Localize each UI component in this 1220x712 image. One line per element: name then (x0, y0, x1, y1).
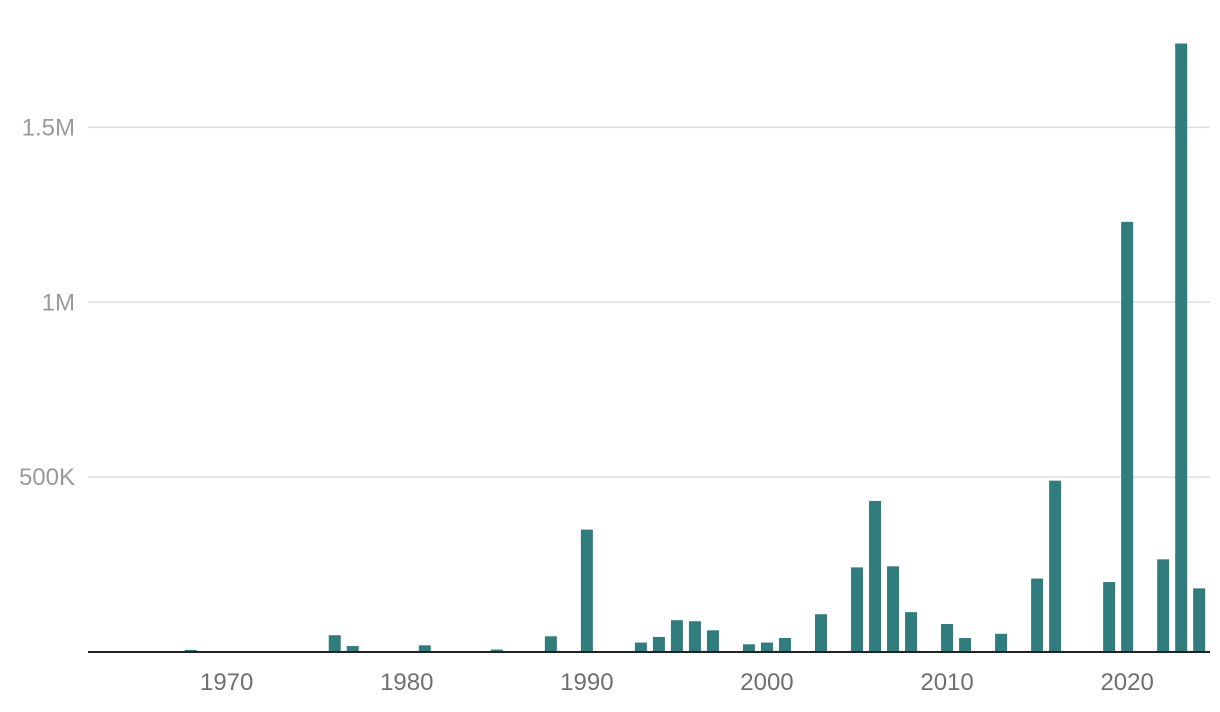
y-tick-label: 1M (42, 289, 75, 316)
bar-1997 (706, 630, 719, 652)
bar-2005 (851, 567, 864, 652)
bar-2019 (1103, 582, 1116, 652)
bar-2024 (1193, 588, 1206, 652)
bar-1977 (346, 646, 359, 652)
bar-2003 (814, 614, 827, 652)
y-tick-label: 1.5M (22, 114, 75, 141)
bar-2006 (869, 500, 882, 652)
x-axis-labels: 1970 1980 1990 2000 2010 2020 (200, 669, 1154, 696)
x-tick-label: 1990 (560, 669, 613, 696)
bar-2011 (959, 638, 972, 652)
bar-2016 (1049, 480, 1062, 652)
bar-1976 (328, 635, 341, 652)
bar-2010 (941, 624, 954, 652)
bar-2015 (1031, 578, 1044, 652)
bar-1988 (544, 636, 557, 652)
x-tick-label: 1970 (200, 669, 253, 696)
x-tick-label: 2010 (920, 669, 973, 696)
bar-1999 (742, 644, 755, 652)
bar-1994 (652, 636, 665, 652)
bar-2000 (760, 642, 773, 652)
x-tick-label: 1980 (380, 669, 433, 696)
y-axis-labels: 500K 1M 1.5M (19, 114, 75, 491)
bars (184, 43, 1206, 653)
bar-2008 (905, 612, 918, 652)
y-tick-label: 500K (19, 464, 75, 491)
bar-2020 (1121, 221, 1134, 652)
x-tick-label: 2000 (740, 669, 793, 696)
bar-1996 (688, 621, 701, 652)
bar-2013 (995, 633, 1008, 652)
bar-1990 (580, 529, 593, 652)
bar-1985 (490, 649, 503, 652)
bar-1981 (418, 645, 431, 652)
bar-2023 (1175, 43, 1188, 653)
bar-1993 (634, 642, 647, 652)
bar-2022 (1157, 559, 1170, 652)
bar-1995 (670, 620, 683, 652)
bar-1968 (184, 649, 197, 652)
bar-2001 (778, 638, 791, 652)
gridlines (88, 126, 1210, 478)
x-tick-label: 2020 (1100, 669, 1153, 696)
bar-2007 (887, 566, 900, 652)
